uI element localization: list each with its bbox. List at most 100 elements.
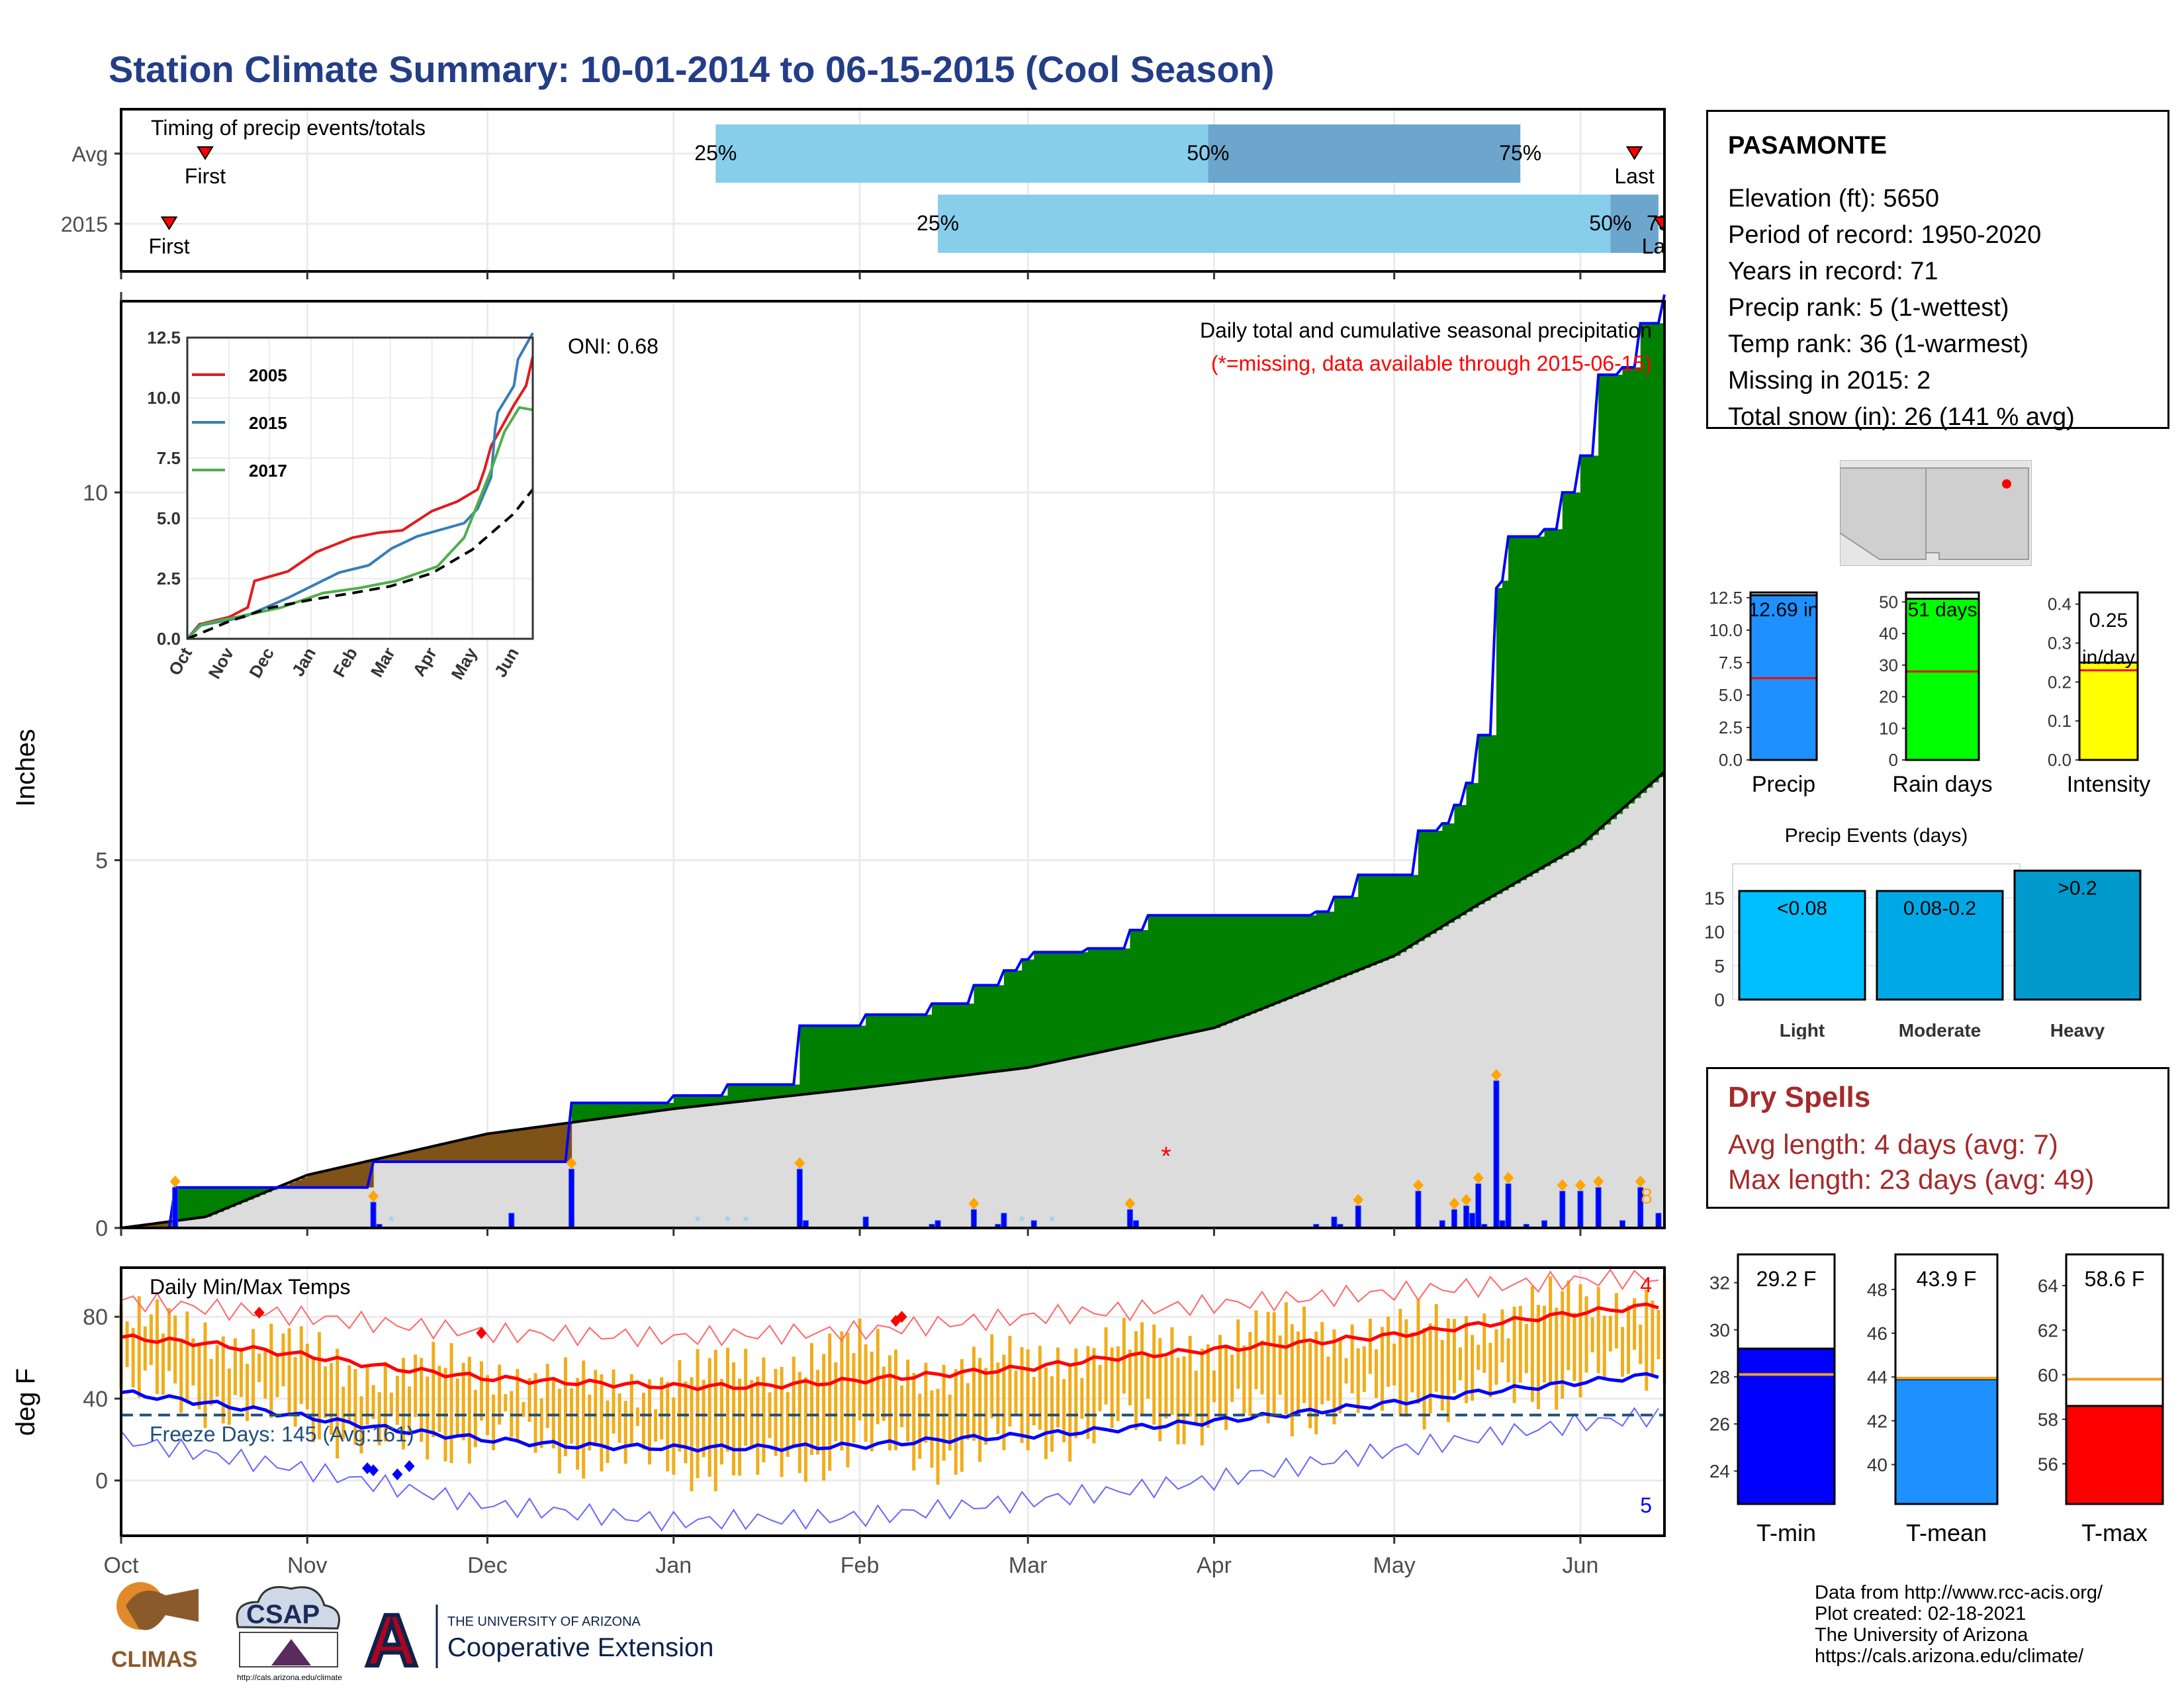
daily-temp-range-bar (756, 1376, 760, 1475)
daily-temp-range-bar (1044, 1367, 1048, 1460)
daily-temp-range-bar (473, 1389, 477, 1448)
events-y-tick-label: 5 (1714, 956, 1725, 976)
daily-temp-range-bar (1296, 1331, 1300, 1417)
surplus-fill (1100, 948, 1107, 1053)
daily-temp-range-bar (1471, 1335, 1475, 1401)
tsum-value-label: 29.2 F (1756, 1267, 1817, 1291)
daily-temp-range-bar (227, 1368, 231, 1425)
deficit-fill (409, 1151, 416, 1162)
record-low-marker (392, 1468, 403, 1481)
daily-temp-range-bar (666, 1382, 670, 1472)
inset-y-tick-label: 0.0 (157, 629, 181, 649)
surplus-fill (733, 1084, 741, 1102)
daily-temp-range-bar (371, 1385, 375, 1419)
surplus-fill (1652, 323, 1659, 782)
heavy-event-marker (1635, 1175, 1646, 1188)
daily-temp-range-bar (414, 1354, 418, 1417)
timing-first-label: First (185, 164, 226, 188)
summary-y-tick-label: 0 (1889, 750, 1898, 770)
timing-clip (1666, 103, 1692, 278)
surplus-fill (649, 1103, 657, 1112)
surplus-fill (1118, 948, 1124, 1049)
timing-row-label: 2015 (61, 212, 108, 236)
tsum-value-label: 58.6 F (2085, 1267, 2145, 1291)
surplus-fill (1376, 874, 1383, 963)
daily-temp-range-bar (1410, 1332, 1414, 1393)
daily-temp-range-bar (131, 1328, 135, 1387)
surplus-fill (811, 1025, 819, 1094)
surplus-fill (907, 1014, 915, 1082)
daily-temp-range-bar (1092, 1348, 1096, 1444)
surplus-fill (1622, 367, 1629, 809)
daily-temp-range-bar (1158, 1338, 1162, 1442)
summary-category-label: Intensity (2067, 772, 2151, 797)
surplus-fill (1255, 915, 1263, 1011)
daily-temp-range-bar (1224, 1347, 1228, 1430)
deficit-fill (433, 1146, 440, 1162)
surplus-fill (794, 1084, 800, 1096)
surplus-fill (751, 1084, 758, 1100)
surplus-fill (1430, 831, 1437, 934)
surplus-fill (1394, 874, 1401, 956)
deficit-fill (391, 1155, 398, 1162)
surplus-fill (1202, 915, 1208, 1031)
daily-temp-range-bar (1314, 1331, 1318, 1434)
deficit-fill (157, 1223, 164, 1228)
surplus-fill (1640, 323, 1647, 793)
avg-cumulative-line (120, 771, 1666, 1229)
daily-temp-range-bar (479, 1361, 483, 1421)
deficit-fill (505, 1131, 512, 1162)
temp-x-tick-label: May (1373, 1553, 1416, 1578)
surplus-fill (631, 1103, 638, 1115)
deficit-fill (529, 1128, 536, 1162)
daily-temp-range-bar (1627, 1305, 1631, 1374)
daily-temp-range-bar (1608, 1315, 1612, 1352)
surplus-fill (1016, 970, 1023, 1069)
surplus-fill (1544, 529, 1551, 867)
temp-plot-area (121, 1268, 1664, 1536)
daily-temp-range-bar (1578, 1284, 1582, 1398)
deficit-fill (421, 1149, 428, 1162)
daily-temp-range-bar (1074, 1348, 1078, 1438)
snow-days-count: 8 (1641, 1184, 1653, 1208)
daily-temp-range-bar (545, 1364, 549, 1429)
surplus-fill (1208, 915, 1215, 1029)
heavy-event-marker (1461, 1194, 1472, 1206)
station-precip-rank: Precip rank: 5 (1-wettest) (1728, 294, 2009, 322)
daily-temp-range-bar (557, 1388, 561, 1474)
heavy-event-marker (1449, 1197, 1460, 1210)
daily-temp-range-bar (678, 1360, 682, 1452)
daily-temp-range-bar (1038, 1346, 1042, 1430)
deficit-fill (385, 1157, 392, 1162)
daily-temp-range-bar (420, 1358, 424, 1442)
record-high-marker (253, 1307, 265, 1319)
deficit-fill (415, 1150, 422, 1162)
daily-temp-range-bar (143, 1326, 147, 1371)
csap-logo: CSAP http://cals.arizona.edu/climate (236, 1586, 342, 1682)
daily-temp-range-bar (504, 1394, 508, 1412)
daily-temp-range-bar (1182, 1356, 1186, 1444)
daily-temp-range-bar (713, 1350, 717, 1491)
surplus-fill (763, 1084, 770, 1099)
surplus-fill (1352, 897, 1359, 973)
daily-temp-range-bar (191, 1338, 195, 1385)
deficit-fill (445, 1143, 452, 1162)
daily-temp-range-bar (954, 1369, 958, 1475)
surplus-fill (637, 1103, 645, 1114)
daily-temp-range-bar (365, 1364, 369, 1425)
daily-temp-range-bar (1146, 1353, 1150, 1399)
events-bar-light (1738, 890, 1866, 1001)
daily-temp-range-bar (594, 1370, 598, 1447)
summary-y-tick-label: 10.0 (1709, 620, 1743, 640)
surplus-fill (925, 1014, 933, 1080)
daily-temp-range-bar (942, 1364, 946, 1461)
surplus-fill (974, 985, 981, 1074)
heavy-event-marker (1473, 1172, 1484, 1184)
surplus-fill (1658, 323, 1665, 778)
daily-temp-range-bar (246, 1364, 250, 1421)
daily-temp-range-bar (1194, 1370, 1198, 1423)
deficit-fill (427, 1147, 434, 1162)
daily-temp-range-bar (1266, 1311, 1270, 1424)
daily-temp-range-bar (1284, 1302, 1288, 1415)
surplus-fill (1130, 930, 1137, 1046)
